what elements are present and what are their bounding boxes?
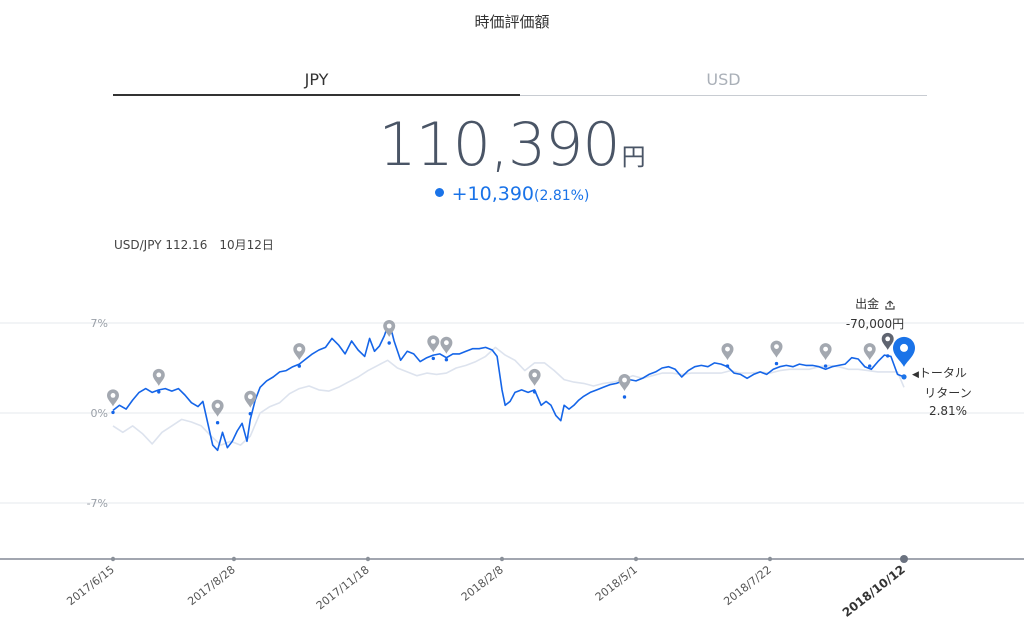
event-markers [107,320,894,425]
total-return-line1: トータル [918,366,967,380]
chart-gridlines [0,322,1024,504]
y-tick-label: 0% [91,407,108,420]
y-tick-label: 7% [91,317,108,330]
y-tick-label: -7% [87,497,108,510]
x-tick-dot [633,556,639,562]
x-tick-label: 2018/7/22 [721,563,773,608]
location-pin-icon[interactable] [819,343,832,368]
x-axis: 2017/6/15 2017/8/28 2017/11/18 2018/2/8 2018… [0,555,1024,620]
tab-usd[interactable]: USD [520,64,927,96]
x-tick-label: 2017/11/18 [314,563,372,612]
location-pin-icon[interactable] [863,343,876,368]
x-tick-dot [365,556,371,562]
location-pin-icon[interactable] [211,399,224,425]
total-return-line2: リターン [924,386,972,400]
x-tick-label: 2017/6/15 [64,563,116,608]
location-pin-icon[interactable] [770,340,783,366]
location-pin-icon[interactable] [881,332,894,358]
change-amount: +10,390 [451,183,534,205]
location-pin-icon[interactable] [244,390,257,416]
upload-icon [885,300,895,310]
x-tick-label: 2018/2/8 [459,563,506,604]
fx-rate-date: 10月12日 [219,238,274,252]
total-return-value: 2.81% [928,404,968,418]
withdrawal-amount: -70,000円 [845,317,905,331]
total-return-annotation: ◀トータル リターン 2.81% [912,364,984,420]
location-pin-icon[interactable] [293,343,306,368]
x-tick-dot [767,556,773,562]
x-tick-label: 2018/10/12 [840,562,908,620]
location-pin-icon[interactable] [427,335,440,361]
location-pin-icon[interactable] [107,389,119,415]
location-pin-icon[interactable] [440,336,453,362]
valuation-amount: 110,390円 [0,110,1024,180]
pointer-left-icon: ◀ [912,370,919,380]
x-tick-label: 2018/5/1 [593,563,640,604]
location-pin-icon[interactable] [383,320,396,345]
current-point-dot [901,374,907,380]
tab-jpy[interactable]: JPY [113,64,520,96]
series-line-primary [112,320,905,452]
y-axis-labels: 7% 0% -7% [87,317,108,510]
valuation-change: +10,390(2.81%) [0,183,1024,205]
location-pin-icon[interactable] [152,368,165,394]
x-tick-dot [499,556,505,562]
change-dot-icon [434,188,444,197]
valuation-number: 110,390 [378,110,620,180]
valuation-unit: 円 [621,143,646,171]
x-tick-label: 2017/8/28 [185,563,237,608]
location-pin-icon[interactable] [721,343,734,368]
current-pin-icon[interactable] [893,336,915,367]
withdrawal-annotation: 出金 -70,000円 [840,295,910,332]
location-pin-icon[interactable] [528,368,541,394]
page-title: 時価評価額 [474,13,550,31]
series-line-secondary [112,346,905,446]
x-tick-dot [900,555,908,563]
currency-tabs: JPY USD [113,64,927,96]
x-tick-dot [231,556,237,562]
withdrawal-label: 出金 [855,297,880,311]
location-pin-icon[interactable] [618,374,631,399]
fx-rate-label: USD/JPY 112.16 [114,238,208,252]
current-point [893,336,915,380]
change-percent: (2.81%) [534,188,590,204]
fx-rate: USD/JPY 112.16 10月12日 [114,236,274,253]
x-tick-dot [110,556,116,562]
